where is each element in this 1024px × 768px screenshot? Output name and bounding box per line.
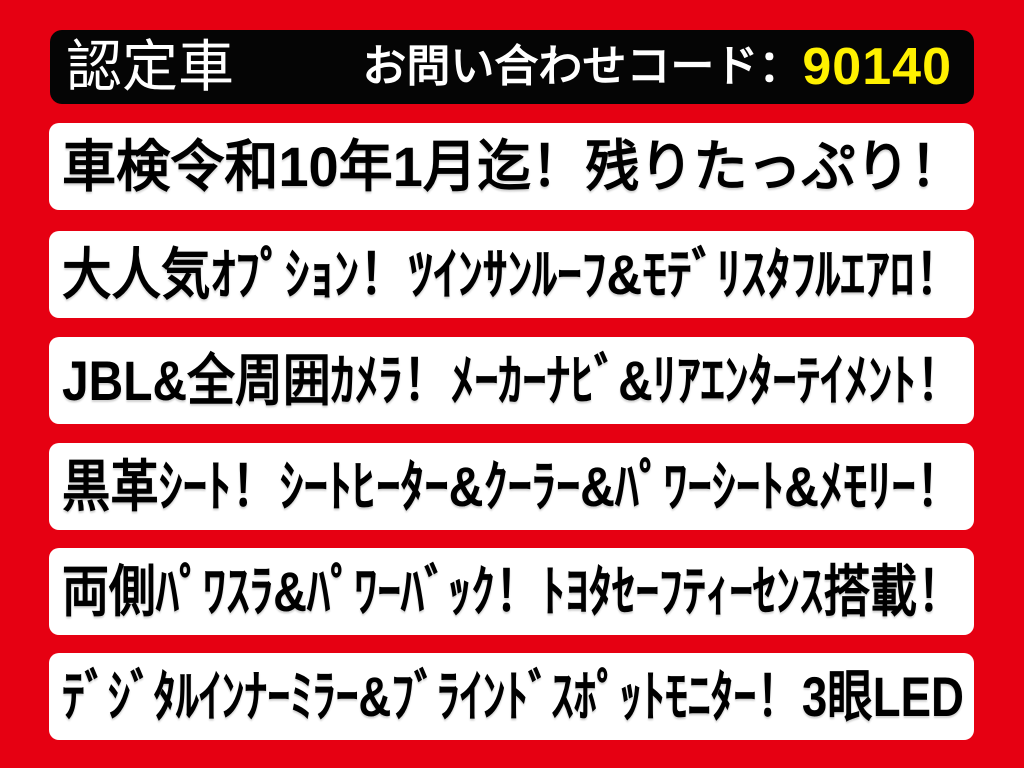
inquiry-code-label: お問い合わせコード： (362, 42, 803, 91)
feature-bar-text: 車検令和10年1月迄！残りたっぷり！ (62, 134, 964, 198)
inquiry-code-value: 90140 (802, 38, 952, 96)
feature-bar-power-safety: 両側ﾊﾟﾜｽﾗ&ﾊﾟﾜｰﾊﾞｯｸ！ﾄﾖﾀｾｰﾌﾃｨｰｾﾝｽ搭載！ (49, 548, 974, 635)
feature-bar-audio-camera: JBL&全周囲ｶﾒﾗ！ﾒｰｶｰﾅﾋﾞ&ﾘｱｴﾝﾀｰﾃｲﾒﾝﾄ！ (49, 337, 974, 424)
header-bar: 認定車 お問い合わせコード：90140 (50, 30, 974, 104)
feature-bar-mirror-led: ﾃﾞｼﾞﾀﾙｲﾝﾅｰﾐﾗｰ&ﾌﾞﾗｲﾝﾄﾞｽﾎﾟｯﾄﾓﾆﾀｰ！3眼LED (49, 653, 974, 740)
feature-bar-text: 大人気ｵﾌﾟｼｮﾝ！ﾂｲﾝｻﾝﾙｰﾌ&ﾓﾃﾞﾘｽﾀﾌﾙｴｱﾛ！ (62, 242, 964, 306)
feature-bar-options: 大人気ｵﾌﾟｼｮﾝ！ﾂｲﾝｻﾝﾙｰﾌ&ﾓﾃﾞﾘｽﾀﾌﾙｴｱﾛ！ (49, 231, 974, 318)
feature-bar-text: 黒革ｼｰﾄ！ｼｰﾄﾋｰﾀｰ&ｸｰﾗｰ&ﾊﾟﾜｰｼｰﾄ&ﾒﾓﾘｰ！ (62, 454, 964, 518)
feature-bar-leather-seats: 黒革ｼｰﾄ！ｼｰﾄﾋｰﾀｰ&ｸｰﾗｰ&ﾊﾟﾜｰｼｰﾄ&ﾒﾓﾘｰ！ (49, 443, 974, 530)
feature-bar-text: 両側ﾊﾟﾜｽﾗ&ﾊﾟﾜｰﾊﾞｯｸ！ﾄﾖﾀｾｰﾌﾃｨｰｾﾝｽ搭載！ (62, 559, 964, 623)
feature-bar-text: ﾃﾞｼﾞﾀﾙｲﾝﾅｰﾐﾗｰ&ﾌﾞﾗｲﾝﾄﾞｽﾎﾟｯﾄﾓﾆﾀｰ！3眼LED (62, 664, 964, 728)
feature-bar-shaken: 車検令和10年1月迄！残りたっぷり！ (49, 123, 974, 210)
certified-car-badge: 認定車 (66, 35, 234, 98)
inquiry-group: お問い合わせコード：90140 (362, 41, 952, 93)
feature-bar-text: JBL&全周囲ｶﾒﾗ！ﾒｰｶｰﾅﾋﾞ&ﾘｱｴﾝﾀｰﾃｲﾒﾝﾄ！ (62, 348, 964, 412)
